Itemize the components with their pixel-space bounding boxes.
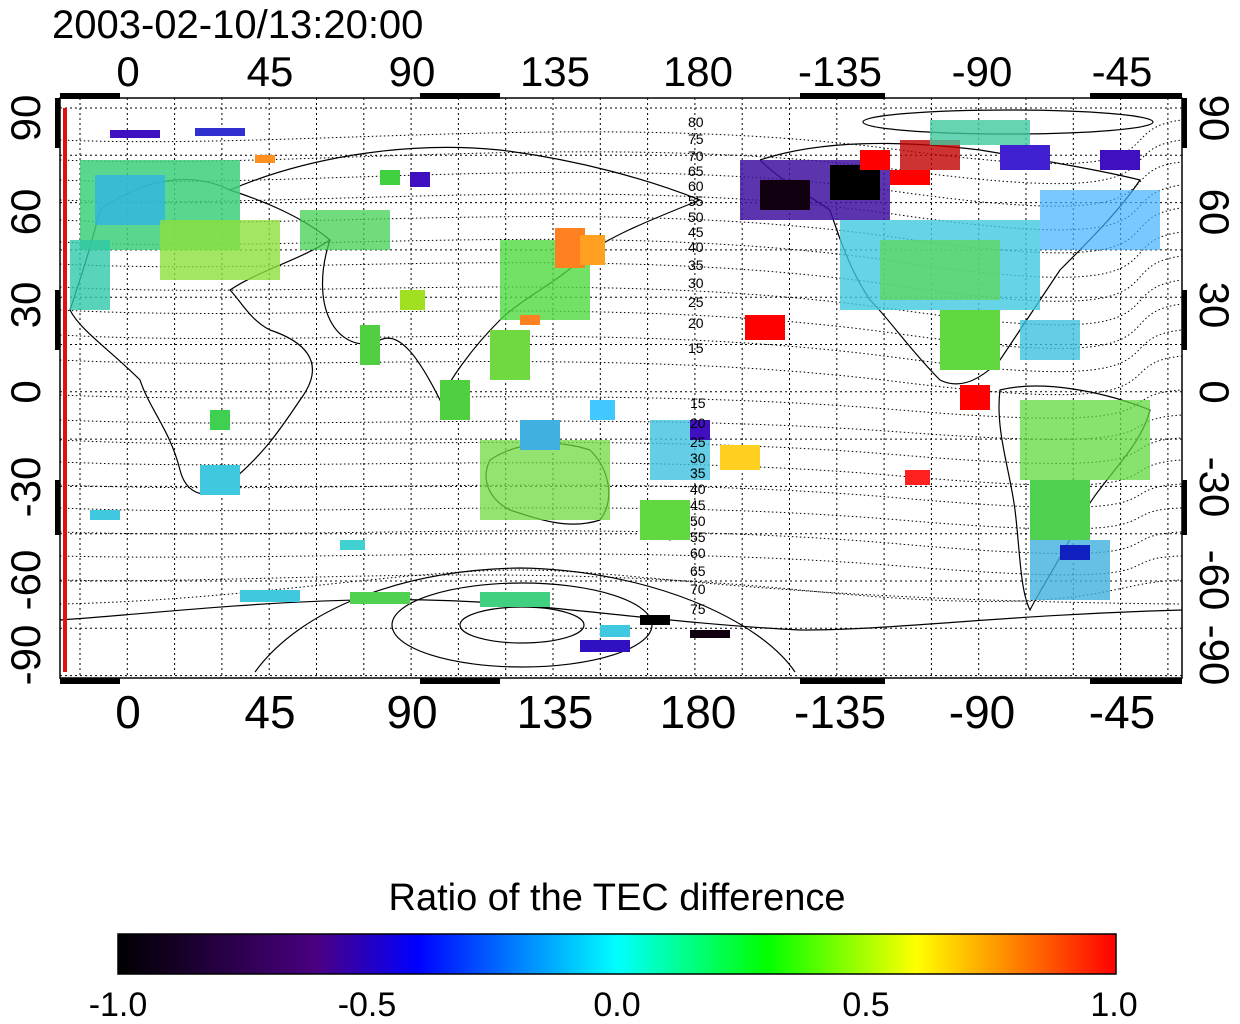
svg-text:20: 20 [688, 315, 704, 331]
svg-text:75: 75 [688, 131, 704, 147]
colorbar-label: Ratio of the TEC difference [389, 877, 846, 919]
lat-tick-left: 60 [2, 189, 49, 236]
lat-tick-left: -30 [2, 457, 49, 518]
lat-tick-right: -90 [1191, 625, 1238, 686]
lat-tick-left: 90 [2, 95, 49, 142]
svg-text:65: 65 [688, 163, 704, 179]
svg-text:65: 65 [690, 563, 706, 579]
svg-text:70: 70 [688, 148, 704, 164]
svg-text:40: 40 [690, 481, 706, 497]
colorbar-tick: -0.5 [338, 986, 397, 1024]
lon-tick-bottom: -135 [794, 686, 886, 738]
svg-text:20: 20 [690, 415, 706, 431]
lat-tick-right: 30 [1191, 282, 1238, 329]
lon-tick-top: 180 [663, 48, 733, 95]
lon-tick-top: -90 [952, 48, 1013, 95]
contour-labels-north: 80 75 70 65 60 55 50 45 40 35 30 25 20 1… [688, 114, 704, 356]
svg-text:45: 45 [690, 497, 706, 513]
lon-tick-top: 135 [520, 48, 590, 95]
lon-tick-top: -135 [798, 48, 882, 95]
svg-text:55: 55 [690, 529, 706, 545]
contour-labels-south: 15 20 25 30 35 40 45 50 55 60 65 70 75 [690, 395, 706, 617]
lat-tick-left: 30 [2, 282, 49, 329]
lon-tick-top: 0 [116, 48, 139, 95]
svg-text:50: 50 [688, 209, 704, 225]
lat-tick-left: 0 [2, 380, 49, 403]
map-title: 2003-02-10/13:20:00 [52, 3, 423, 47]
lat-tick-right: 60 [1191, 189, 1238, 236]
lon-ticks-top: 0 45 90 135 180 -135 -90 -45 [116, 48, 1152, 95]
tec-data-patches [70, 120, 1160, 652]
svg-text:30: 30 [690, 450, 706, 466]
svg-text:60: 60 [690, 545, 706, 561]
svg-text:55: 55 [688, 193, 704, 209]
svg-text:25: 25 [688, 294, 704, 310]
colorbar [117, 933, 1117, 975]
axis-bars [55, 93, 1187, 684]
lon-tick-top: 45 [247, 48, 294, 95]
svg-text:15: 15 [688, 340, 704, 356]
lon-ticks-bottom: 0 45 90 135 180 -135 -90 -45 [115, 686, 1155, 738]
svg-text:40: 40 [688, 239, 704, 255]
lon-tick-bottom: 135 [517, 686, 594, 738]
svg-text:50: 50 [690, 513, 706, 529]
svg-text:70: 70 [690, 581, 706, 597]
svg-text:60: 60 [688, 178, 704, 194]
lat-tick-right: 0 [1191, 380, 1238, 403]
lat-ticks-left: 90 60 30 0 -30 -60 -90 [2, 95, 49, 686]
lon-tick-bottom: 45 [244, 686, 295, 738]
lon-tick-bottom: 0 [115, 686, 141, 738]
lon-tick-bottom: -90 [949, 686, 1015, 738]
lat-ticks-right: 90 60 30 0 -30 -60 -90 [1191, 95, 1238, 686]
colorbar-tick: 1.0 [1090, 986, 1137, 1024]
colorbar-tick: 0.5 [842, 986, 889, 1024]
lon-tick-bottom: 180 [660, 686, 737, 738]
lat-tick-right: -30 [1191, 457, 1238, 518]
colorbar-tick: 0.0 [593, 986, 640, 1024]
svg-text:25: 25 [690, 434, 706, 450]
lon-tick-top: -45 [1092, 48, 1153, 95]
lon-tick-bottom: -45 [1089, 686, 1155, 738]
lon-tick-bottom: 90 [386, 686, 437, 738]
svg-text:15: 15 [690, 395, 706, 411]
svg-text:75: 75 [690, 601, 706, 617]
svg-text:30: 30 [688, 275, 704, 291]
lat-tick-right: 90 [1191, 95, 1238, 142]
svg-text:35: 35 [688, 257, 704, 273]
lon-tick-top: 90 [389, 48, 436, 95]
svg-text:35: 35 [690, 465, 706, 481]
colorbar-ticks: -1.0 -0.5 0.0 0.5 1.0 [89, 986, 1138, 1024]
svg-text:80: 80 [688, 114, 704, 130]
lat-tick-left: -60 [2, 550, 49, 611]
svg-text:45: 45 [688, 224, 704, 240]
lat-tick-left: -90 [2, 625, 49, 686]
colorbar-tick: -1.0 [89, 986, 148, 1024]
lat-tick-right: -60 [1191, 550, 1238, 611]
